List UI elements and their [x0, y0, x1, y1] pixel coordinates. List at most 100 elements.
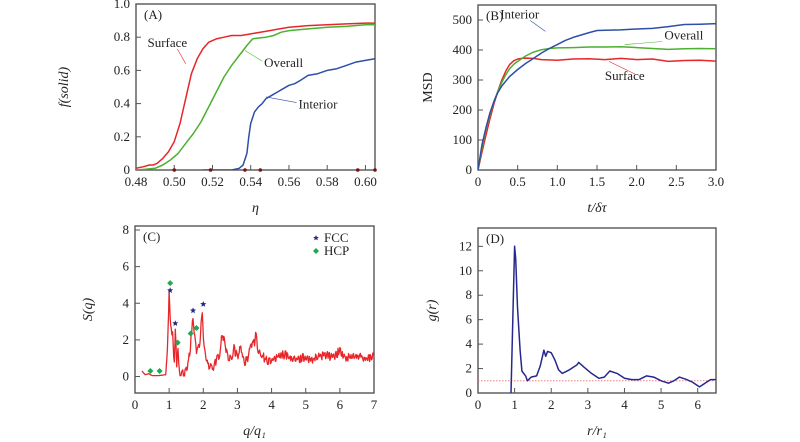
x-tick-label: 1: [166, 397, 173, 412]
annotation-overall: Overall: [664, 28, 703, 43]
y-axis-title: S(q): [81, 298, 96, 322]
x-tick-label: 4: [621, 397, 628, 412]
annotation-interior: Interior: [500, 7, 540, 22]
x-tick-label: 3: [234, 397, 241, 412]
x-tick-label: 0.60: [354, 174, 377, 189]
x-tick-label: 1.0: [549, 174, 565, 189]
panel-label: (B): [486, 8, 503, 23]
panel-b: 0 0.5 1.0 1.5 2.0 2.5 3.0 0 100 200 300 400 500 (B) t/…: [421, 4, 724, 216]
hcp-marker: [187, 330, 194, 337]
x-tick-label: 5: [302, 397, 309, 412]
plot-frame: [477, 227, 717, 394]
axis-marker: [172, 168, 177, 172]
y-tick-label: 10: [459, 263, 472, 278]
x-tick-label: 0: [132, 397, 139, 412]
x-tick-label: 3: [585, 397, 592, 412]
legend-hcp-icon: [313, 248, 319, 254]
y-tick-label: 400: [453, 42, 473, 57]
x-tick-label: 2.0: [629, 174, 645, 189]
x-tick-label: 0.50: [163, 174, 186, 189]
x-tick-label: 1: [511, 397, 518, 412]
panel-label: (C): [143, 229, 160, 244]
annotation-leader: [244, 50, 263, 62]
fcc-marker: [167, 287, 174, 293]
fcc-marker: [190, 307, 197, 314]
y-tick-label: 0: [123, 369, 130, 384]
x-tick-label: 0.5: [510, 174, 526, 189]
y-tick-label: 4: [123, 295, 130, 310]
x-tick-label: 4: [268, 397, 275, 412]
hcp-marker: [156, 368, 163, 375]
y-tick-label: 0: [466, 162, 473, 177]
x-tick-label: 0: [475, 397, 482, 412]
y-tick-label: 100: [453, 132, 473, 147]
axis-marker: [258, 168, 263, 172]
plot-frame: [135, 3, 376, 171]
series-line-g-r-: [510, 245, 716, 393]
series-line-surface: [478, 57, 716, 170]
y-tick-label: 0.6: [114, 62, 131, 77]
x-tick-label: 2.5: [668, 174, 684, 189]
y-tick-label: 0: [124, 162, 131, 177]
fcc-marker: [200, 301, 207, 307]
axis-marker: [355, 168, 360, 172]
x-axis-title: r/r₁: [587, 424, 607, 439]
y-tick-label: 12: [459, 238, 472, 253]
x-tick-label: 0.52: [201, 174, 224, 189]
y-tick-label: 200: [453, 102, 473, 117]
y-tick-label: 6: [123, 259, 130, 274]
y-tick-label: 8: [123, 222, 130, 237]
x-tick-label: 0: [475, 174, 482, 189]
y-tick-label: 0.4: [114, 96, 131, 111]
x-tick-label: 3.0: [708, 174, 724, 189]
y-tick-label: 6: [466, 312, 473, 327]
x-tick-label: 2: [548, 397, 555, 412]
y-tick-label: 2: [466, 361, 473, 376]
panel-a: 0.48 0.50 0.52 0.54 0.56 0.58 0.60 0 0.2 0.4 0.6 0.…: [57, 0, 377, 216]
annotation-leader: [608, 61, 636, 75]
annotation-leader: [265, 96, 297, 103]
y-axis-title: f(solid): [57, 66, 72, 107]
x-tick-label: 0.58: [316, 174, 339, 189]
annotation-leader: [177, 49, 186, 64]
x-axis-title: t/δτ: [587, 201, 607, 216]
axis-marker: [373, 168, 377, 172]
x-tick-label: 6: [694, 397, 701, 412]
y-tick-label: 0.8: [114, 29, 130, 44]
y-tick-label: 1.0: [114, 0, 130, 11]
hcp-marker: [147, 368, 154, 375]
annotation-leader: [624, 41, 663, 45]
hcp-marker: [174, 339, 181, 346]
series-line-s-q-: [141, 289, 374, 377]
series-line-overall: [136, 24, 375, 170]
annotation-surface: Surface: [147, 35, 187, 50]
annotation-overall: Overall: [264, 55, 303, 70]
plot-frame: [134, 225, 375, 394]
axis-marker: [208, 168, 213, 172]
x-tick-label: 6: [337, 397, 344, 412]
hcp-marker: [167, 280, 174, 287]
series-line-surface: [136, 22, 375, 170]
axis-marker: [243, 168, 247, 172]
x-tick-label: 5: [658, 397, 665, 412]
series-line-interior: [478, 22, 716, 170]
y-tick-label: 0: [466, 385, 473, 400]
annotation-surface: Surface: [605, 68, 645, 83]
x-tick-label: 0.48: [125, 174, 148, 189]
y-tick-label: 2: [123, 332, 130, 347]
series-line-interior: [202, 58, 375, 170]
annotation-interior: Interior: [299, 97, 339, 112]
y-tick-label: 4: [466, 336, 473, 351]
x-tick-label: 0.54: [239, 174, 262, 189]
series-line-overall: [478, 45, 716, 170]
legend-label: FCC: [324, 230, 349, 245]
y-tick-label: 500: [453, 12, 473, 27]
y-axis-title: g(r): [425, 299, 440, 321]
y-axis-title: MSD: [421, 72, 436, 102]
fcc-marker: [172, 320, 179, 326]
panel-label: (D): [486, 231, 504, 246]
